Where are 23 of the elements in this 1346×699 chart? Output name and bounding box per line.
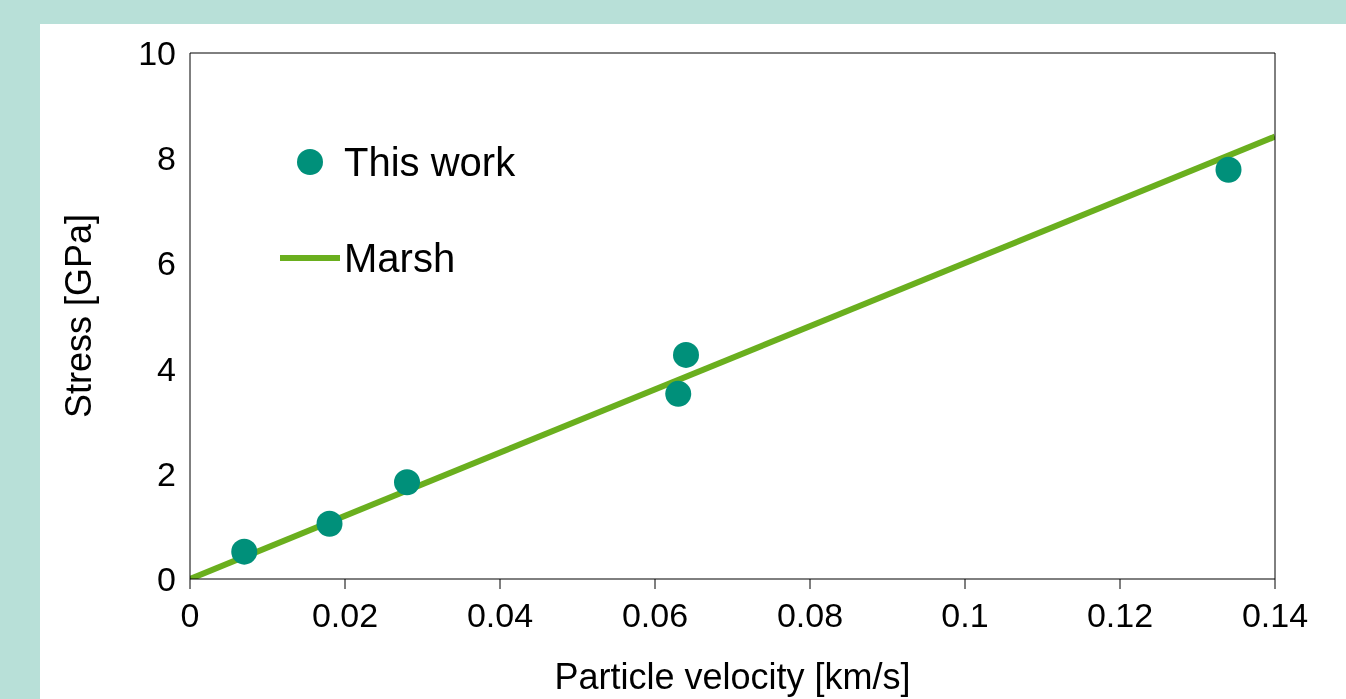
- y-tick-label: 6: [157, 244, 176, 283]
- x-tick-label: 0.1: [941, 596, 989, 635]
- y-axis-title: Stress [GPa]: [57, 213, 99, 419]
- point: [673, 341, 699, 368]
- x-axis-title: Particle velocity [km/s]: [554, 656, 911, 697]
- x-tick-label: 0.12: [1086, 596, 1154, 635]
- point: [231, 538, 258, 565]
- y-tick-label: 4: [157, 349, 176, 388]
- point: [1215, 156, 1242, 183]
- x-tick-label: 0.14: [1241, 596, 1309, 635]
- x-tick-label: 0.08: [776, 596, 844, 635]
- legend-label: This work: [344, 139, 516, 185]
- y-tick-label: 2: [157, 454, 176, 493]
- x-tick-label: 0.06: [621, 596, 689, 635]
- point: [665, 380, 692, 407]
- y-tick-label: 10: [138, 34, 176, 73]
- y-tick-label: 0: [157, 560, 176, 599]
- x-tick-label: 0.04: [466, 596, 534, 635]
- point: [394, 469, 420, 496]
- point: [316, 510, 343, 537]
- legend-label: Marsh: [344, 235, 456, 281]
- y-tick-label: 8: [157, 139, 176, 178]
- x-tick-label: 0.02: [311, 596, 379, 635]
